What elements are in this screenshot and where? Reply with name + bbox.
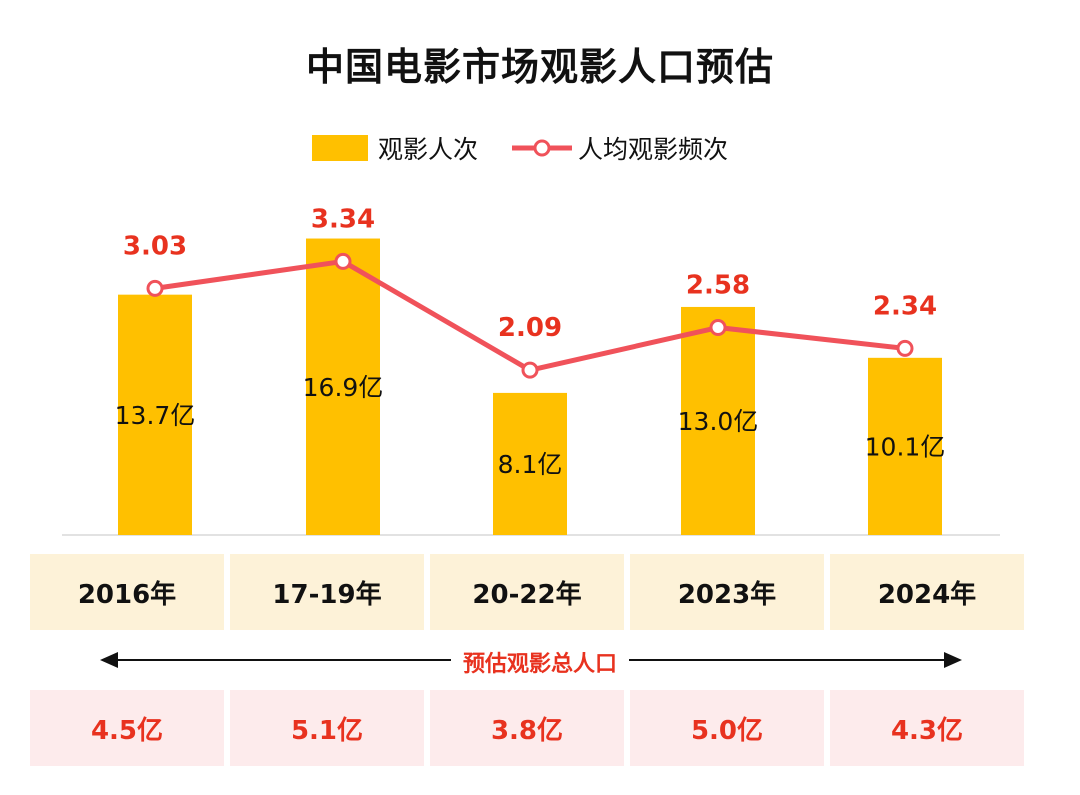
bar xyxy=(118,294,192,535)
year-cell: 17-19年 xyxy=(230,554,424,630)
legend-line-label: 人均观影频次 xyxy=(578,135,729,164)
population-cell: 3.8亿 xyxy=(430,690,624,766)
arrow-label-text: 预估观影总人口 xyxy=(450,652,629,677)
bar xyxy=(681,306,755,535)
line-value-label: 3.03 xyxy=(123,231,187,261)
bar-value-label: 13.0亿 xyxy=(678,407,759,436)
line-value-label: 2.58 xyxy=(686,271,750,301)
bar xyxy=(493,392,567,535)
line-point xyxy=(896,339,914,357)
bar-value-label: 16.9亿 xyxy=(303,373,384,402)
population-cell: 5.1亿 xyxy=(230,690,424,766)
legend-bar-swatch xyxy=(312,135,368,161)
arrow-label: 预估观影总人口 xyxy=(0,646,1080,678)
line-value-label: 2.09 xyxy=(498,313,562,343)
bar-value-label: 8.1亿 xyxy=(498,450,563,479)
year-cell: 2023年 xyxy=(630,554,824,630)
bar xyxy=(306,238,380,536)
line-point xyxy=(521,361,539,379)
bar-value-label: 10.1亿 xyxy=(865,432,946,461)
year-cell: 2016年 xyxy=(30,554,224,630)
chart-plot: 13.7亿 16.9亿 8.1亿 13.0亿 10.1亿 3.03 3.34 2.09 2.58… xyxy=(62,204,1000,536)
year-row: 2016年 17-19年 20-22年 2023年 2024年 xyxy=(30,554,1030,630)
bar xyxy=(868,357,942,535)
year-cell: 20-22年 xyxy=(430,554,624,630)
bar-value-label: 13.7亿 xyxy=(115,401,196,430)
population-row: 4.5亿 5.1亿 3.8亿 5.0亿 4.3亿 xyxy=(30,690,1030,766)
line-point xyxy=(146,279,164,297)
chart-title: 中国电影市场观影人口预估 xyxy=(305,45,774,89)
population-cell: 4.3亿 xyxy=(830,690,1024,766)
line-point xyxy=(334,252,352,270)
line-value-label: 2.34 xyxy=(873,291,937,321)
population-cell: 4.5亿 xyxy=(30,690,224,766)
line-point xyxy=(709,319,727,337)
legend-line-swatch xyxy=(512,139,573,157)
year-cell: 2024年 xyxy=(830,554,1024,630)
line-value-label: 3.34 xyxy=(311,204,375,234)
legend-bar-label: 观影人次 xyxy=(378,135,479,164)
legend: 观影人次 人均观影频次 xyxy=(312,128,728,168)
population-cell: 5.0亿 xyxy=(630,690,824,766)
